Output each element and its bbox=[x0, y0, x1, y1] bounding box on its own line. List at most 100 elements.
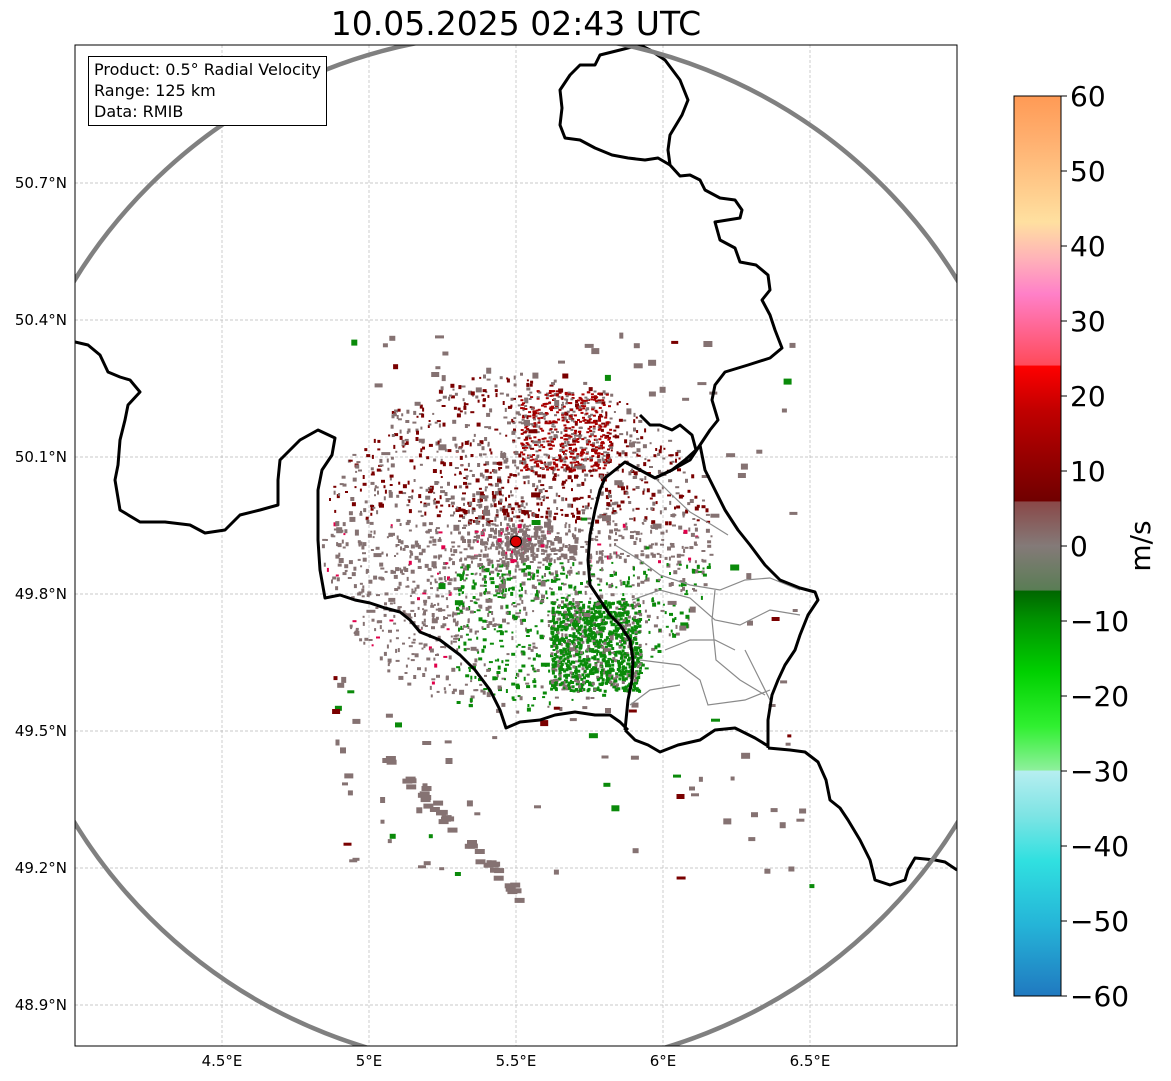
echo-pixel bbox=[621, 468, 624, 473]
echo-pixel bbox=[362, 475, 365, 479]
echo-pixel bbox=[354, 630, 360, 636]
echo-pixel bbox=[483, 463, 487, 466]
echo-pixel bbox=[426, 545, 430, 548]
echo-pixel bbox=[482, 638, 487, 642]
echo-pixel bbox=[597, 530, 601, 535]
echo-pixel bbox=[406, 519, 411, 523]
echo-pixel bbox=[505, 659, 510, 662]
echo-pixel bbox=[494, 384, 498, 388]
echo-pixel bbox=[472, 519, 476, 523]
echo-pixel bbox=[580, 453, 584, 456]
echo-pixel bbox=[449, 462, 453, 467]
echo-pixel bbox=[771, 617, 780, 621]
echo-pixel bbox=[591, 444, 595, 447]
echo-pixel bbox=[572, 618, 575, 621]
echo-pixel bbox=[626, 431, 629, 436]
echo-pixel bbox=[390, 569, 394, 574]
echo-pixel bbox=[362, 615, 365, 618]
echo-pixel bbox=[514, 464, 517, 467]
echo-pixel bbox=[352, 718, 361, 724]
echo-pixel bbox=[387, 663, 390, 667]
echo-pixel bbox=[631, 595, 635, 599]
echo-pixel bbox=[426, 456, 430, 460]
echo-pixel bbox=[341, 475, 346, 479]
echo-pixel bbox=[538, 391, 542, 394]
echo-pixel bbox=[619, 332, 624, 339]
echo-pixel bbox=[608, 671, 612, 675]
echo-pixel bbox=[562, 486, 566, 489]
echo-pixel bbox=[607, 601, 611, 605]
echo-pixel bbox=[487, 612, 490, 617]
echo-pixel bbox=[525, 565, 530, 570]
echo-pixel bbox=[486, 542, 489, 546]
echo-pixel bbox=[555, 463, 559, 466]
echo-pixel bbox=[613, 679, 617, 683]
echo-pixel bbox=[751, 812, 758, 818]
echo-pixel bbox=[707, 540, 712, 544]
echo-pixel bbox=[376, 636, 380, 639]
echo-pixel bbox=[621, 649, 625, 653]
echo-pixel bbox=[423, 609, 428, 612]
echo-pixel bbox=[599, 474, 603, 479]
echo-pixel bbox=[524, 405, 528, 407]
echo-pixel bbox=[631, 605, 635, 610]
echo-pixel bbox=[600, 618, 603, 623]
echo-pixel bbox=[650, 507, 654, 511]
echo-pixel bbox=[476, 609, 481, 612]
echo-pixel bbox=[529, 561, 534, 563]
echo-pixel bbox=[429, 536, 434, 539]
echo-pixel bbox=[682, 586, 685, 591]
echo-pixel bbox=[542, 413, 546, 416]
echo-pixel bbox=[702, 559, 707, 563]
echo-pixel bbox=[571, 675, 575, 679]
echo-pixel bbox=[574, 429, 577, 432]
echo-pixel bbox=[525, 682, 530, 685]
echo-pixel bbox=[458, 668, 461, 672]
echo-pixel bbox=[602, 515, 611, 522]
echo-pixel bbox=[617, 687, 621, 691]
echo-pixel bbox=[439, 469, 442, 474]
echo-pixel bbox=[657, 601, 661, 605]
echo-pixel bbox=[505, 886, 516, 892]
echo-pixel bbox=[519, 460, 524, 465]
echo-pixel bbox=[563, 669, 567, 673]
echo-pixel bbox=[371, 618, 375, 622]
echo-pixel bbox=[584, 421, 588, 424]
echo-pixel bbox=[522, 447, 525, 449]
echo-pixel bbox=[503, 416, 508, 419]
echo-pixel bbox=[580, 450, 584, 453]
echo-pixel bbox=[508, 525, 511, 529]
echo-pixel bbox=[410, 544, 415, 549]
echo-pixel bbox=[523, 676, 526, 681]
echo-pixel bbox=[550, 588, 553, 591]
echo-pixel bbox=[539, 427, 543, 430]
echo-pixel bbox=[343, 842, 352, 846]
echo-pixel bbox=[526, 467, 530, 470]
echo-pixel bbox=[532, 556, 536, 561]
echo-pixel bbox=[601, 401, 606, 405]
echo-pixel bbox=[450, 383, 455, 388]
echo-pixel bbox=[425, 531, 430, 533]
echo-pixel bbox=[578, 498, 581, 500]
echo-pixel bbox=[533, 678, 536, 681]
echo-pixel bbox=[577, 590, 582, 594]
echo-pixel bbox=[475, 598, 480, 601]
echo-pixel bbox=[547, 422, 551, 425]
echo-pixel bbox=[548, 701, 551, 706]
echo-pixel bbox=[362, 557, 367, 562]
echo-pixel bbox=[574, 464, 578, 467]
echo-pixel bbox=[596, 560, 600, 564]
echo-pixel bbox=[701, 475, 710, 478]
echo-pixel bbox=[550, 680, 554, 684]
echo-pixel bbox=[463, 567, 468, 571]
echo-pixel bbox=[437, 809, 448, 815]
echo-pixel bbox=[460, 566, 464, 569]
echo-pixel bbox=[435, 527, 440, 530]
echo-pixel bbox=[701, 570, 705, 575]
echo-pixel bbox=[574, 448, 578, 451]
echo-pixel bbox=[748, 837, 756, 842]
echo-pixel bbox=[389, 532, 394, 537]
echo-pixel bbox=[416, 807, 423, 814]
echo-pixel bbox=[552, 659, 555, 663]
echo-pixel bbox=[627, 645, 631, 649]
